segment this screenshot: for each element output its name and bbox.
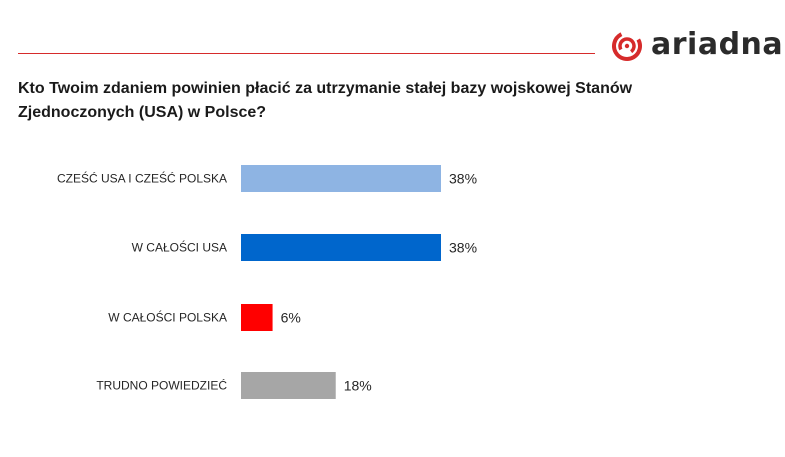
header-rule [18,53,595,54]
category-label-3: W CAŁOŚCI POLSKA [108,310,227,325]
chart-title: Kto Twoim zdaniem powinien płacić za utr… [18,80,633,121]
category-label-2: W CAŁOŚCI USA [132,240,227,255]
value-label-1: 38% [449,171,477,187]
logo-text: ariadna [651,27,784,62]
logo-swirl-icon [612,31,642,61]
bar-4 [241,372,336,399]
bar-3 [241,304,273,331]
category-label-1: CZEŚĆ USA I CZEŚĆ POLSKA [57,171,227,186]
value-label-2: 38% [449,240,477,256]
ariadna-logo: ariadna [611,27,783,64]
bar-2 [241,234,441,261]
value-label-4: 18% [344,378,372,394]
bar-1 [241,165,441,192]
category-label-4: TRUDNO POWIEDZIEĆ [96,378,227,393]
value-label-3: 6% [281,310,301,326]
